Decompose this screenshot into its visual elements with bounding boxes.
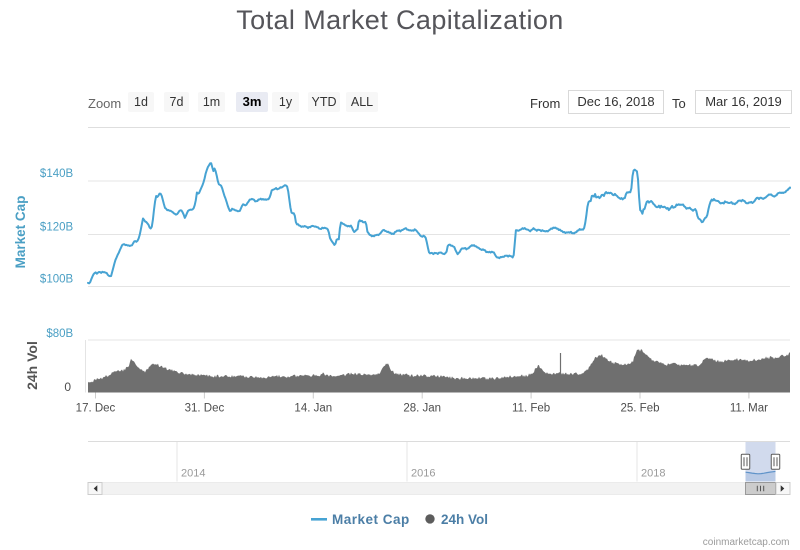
svg-text:$140B: $140B xyxy=(40,168,74,180)
svg-text:Market Cap: Market Cap xyxy=(332,512,410,527)
svg-text:11. Feb: 11. Feb xyxy=(512,403,550,415)
svg-text:28. Jan: 28. Jan xyxy=(403,403,441,415)
svg-text:$100B: $100B xyxy=(40,274,74,286)
svg-text:0: 0 xyxy=(64,380,71,394)
svg-text:2018: 2018 xyxy=(641,468,665,480)
svg-text:Market Cap: Market Cap xyxy=(13,196,28,269)
svg-text:11. Mar: 11. Mar xyxy=(730,403,768,415)
svg-text:24h Vol: 24h Vol xyxy=(441,512,488,527)
svg-text:17. Dec: 17. Dec xyxy=(76,403,116,415)
svg-text:$120B: $120B xyxy=(40,222,74,234)
svg-text:14. Jan: 14. Jan xyxy=(294,403,332,415)
svg-text:31. Dec: 31. Dec xyxy=(185,403,225,415)
svg-text:$80B: $80B xyxy=(46,328,73,340)
svg-text:2016: 2016 xyxy=(411,468,435,480)
svg-text:25. Feb: 25. Feb xyxy=(621,403,660,415)
svg-text:24h Vol: 24h Vol xyxy=(24,341,40,390)
svg-text:coinmarketcap.com: coinmarketcap.com xyxy=(703,537,790,548)
svg-text:2014: 2014 xyxy=(181,468,205,480)
